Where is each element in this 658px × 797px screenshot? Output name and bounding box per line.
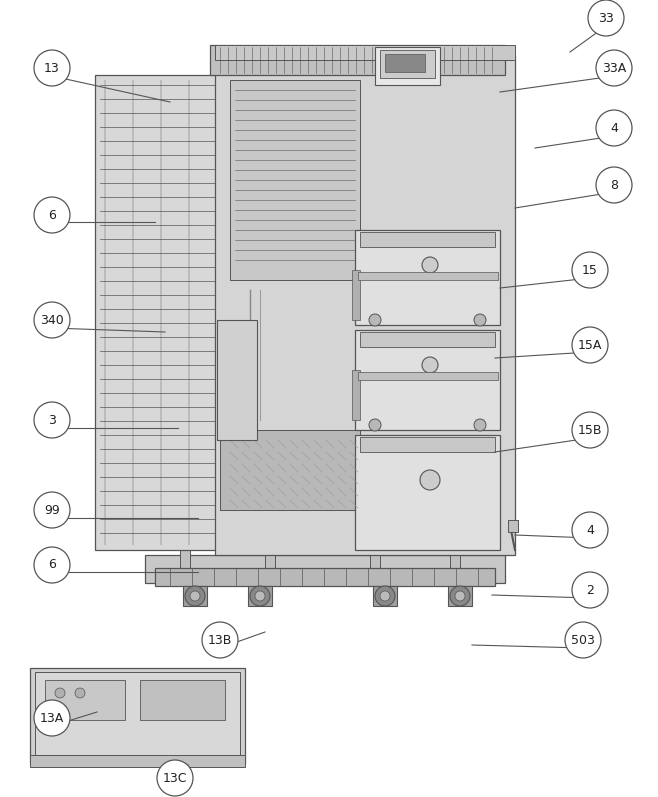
Text: 4: 4 (586, 524, 594, 536)
Text: 503: 503 (571, 634, 595, 646)
Circle shape (34, 50, 70, 86)
Bar (145, 555, 505, 583)
Bar (355, 330, 500, 430)
Text: 15A: 15A (578, 339, 602, 351)
Bar (265, 540, 275, 570)
Circle shape (572, 412, 608, 448)
Circle shape (55, 688, 65, 698)
Text: 15: 15 (582, 264, 598, 277)
Text: 340: 340 (40, 313, 64, 327)
Bar (360, 232, 495, 247)
Circle shape (375, 586, 395, 606)
Circle shape (380, 591, 390, 601)
Bar (30, 755, 245, 767)
Circle shape (572, 572, 608, 608)
Text: 4: 4 (610, 121, 618, 135)
Bar (508, 520, 518, 532)
Bar (358, 372, 498, 380)
Bar (355, 230, 500, 325)
Bar (155, 568, 495, 586)
Circle shape (34, 402, 70, 438)
Circle shape (422, 357, 438, 373)
Bar (217, 320, 257, 440)
Bar (215, 45, 515, 60)
Bar (450, 540, 460, 570)
Circle shape (455, 591, 465, 601)
Circle shape (185, 586, 205, 606)
Text: 33A: 33A (602, 61, 626, 74)
Text: 13C: 13C (163, 771, 188, 784)
Text: 13: 13 (44, 61, 60, 74)
Circle shape (596, 110, 632, 146)
Circle shape (34, 547, 70, 583)
Bar (180, 540, 190, 570)
Circle shape (572, 512, 608, 548)
Circle shape (369, 419, 381, 431)
Bar (385, 54, 425, 72)
Circle shape (565, 622, 601, 658)
Circle shape (157, 760, 193, 796)
Bar (358, 272, 498, 280)
Circle shape (369, 314, 381, 326)
Text: 33: 33 (598, 11, 614, 25)
Bar (210, 45, 505, 75)
Bar (448, 586, 472, 606)
Bar (370, 540, 380, 570)
Circle shape (572, 252, 608, 288)
Text: 3: 3 (48, 414, 56, 426)
Text: 6: 6 (48, 209, 56, 222)
Bar (35, 672, 240, 757)
Bar (355, 435, 500, 550)
Text: 99: 99 (44, 504, 60, 516)
Bar (220, 430, 360, 510)
Circle shape (422, 257, 438, 273)
Bar (380, 50, 435, 78)
Bar (30, 668, 245, 763)
Bar (360, 332, 495, 347)
Circle shape (420, 470, 440, 490)
Bar (45, 680, 125, 720)
Circle shape (202, 622, 238, 658)
Bar (373, 586, 397, 606)
Bar (230, 80, 360, 280)
Bar (183, 586, 207, 606)
Circle shape (596, 50, 632, 86)
Bar (352, 270, 360, 320)
Text: 2: 2 (586, 583, 594, 596)
Circle shape (34, 302, 70, 338)
Text: 8: 8 (610, 179, 618, 191)
Bar (95, 75, 240, 550)
Text: 13A: 13A (40, 712, 64, 724)
Circle shape (75, 688, 85, 698)
Text: 6: 6 (48, 559, 56, 571)
Circle shape (474, 314, 486, 326)
Bar (360, 437, 495, 452)
Circle shape (250, 586, 270, 606)
Circle shape (588, 0, 624, 36)
Bar (248, 586, 272, 606)
Bar (352, 370, 360, 420)
Circle shape (596, 167, 632, 203)
Bar (140, 680, 225, 720)
Circle shape (34, 700, 70, 736)
Circle shape (190, 591, 200, 601)
Circle shape (255, 591, 265, 601)
Circle shape (450, 586, 470, 606)
Text: 13B: 13B (208, 634, 232, 646)
Bar (215, 55, 515, 555)
Circle shape (474, 419, 486, 431)
Circle shape (34, 197, 70, 233)
Bar (375, 47, 440, 85)
Circle shape (34, 492, 70, 528)
Text: 15B: 15B (578, 423, 602, 437)
Circle shape (572, 327, 608, 363)
